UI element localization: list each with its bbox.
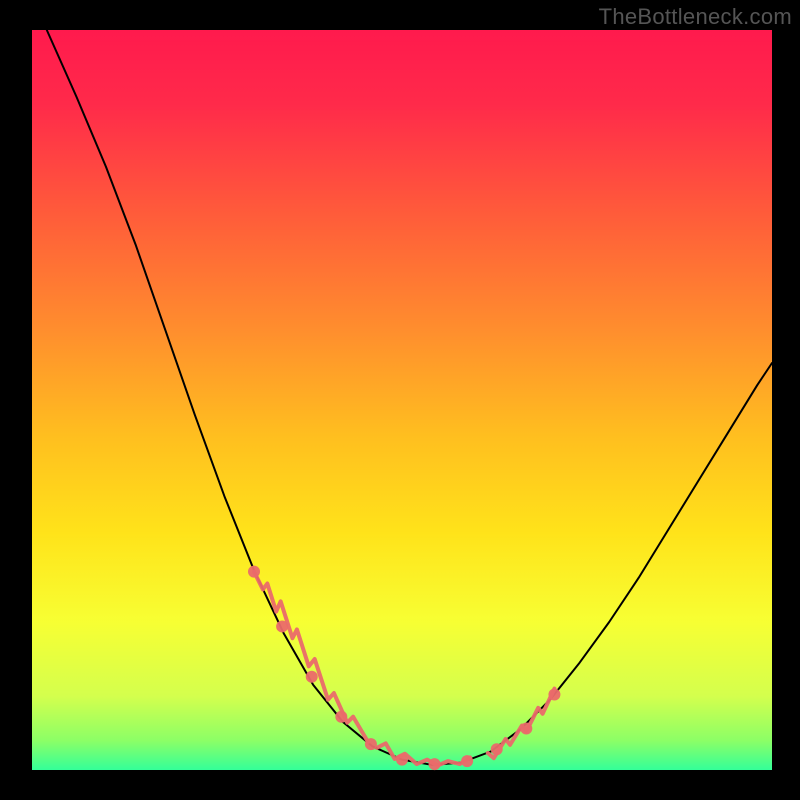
watermark-text: TheBottleneck.com [599, 4, 792, 30]
marker-1 [276, 620, 288, 632]
marker-10 [548, 689, 560, 701]
chart-svg [0, 0, 800, 800]
marker-2 [306, 671, 318, 683]
plot-background [32, 30, 772, 770]
marker-8 [491, 743, 503, 755]
marker-3 [335, 711, 347, 723]
marker-5 [396, 754, 408, 766]
marker-7 [461, 755, 473, 767]
marker-0 [248, 566, 260, 578]
marker-4 [365, 738, 377, 750]
marker-6 [429, 758, 441, 770]
marker-9 [520, 723, 532, 735]
stage: TheBottleneck.com [0, 0, 800, 800]
